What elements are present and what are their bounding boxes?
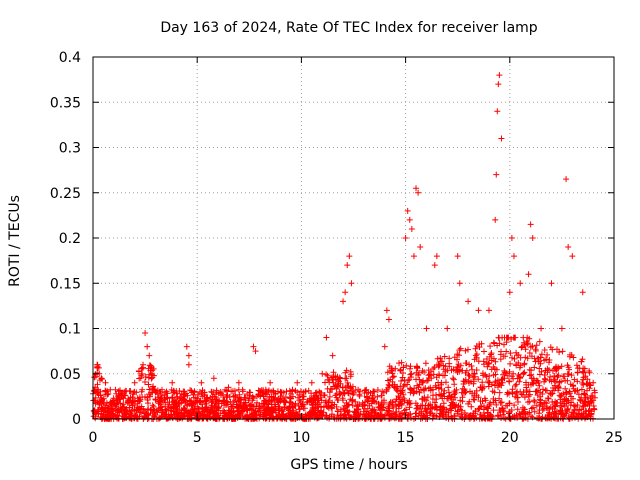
data-point [538, 325, 545, 332]
data-point [146, 352, 153, 359]
data-point [517, 280, 524, 287]
data-point [410, 253, 417, 260]
data-point [140, 361, 147, 368]
data-point [348, 280, 355, 287]
x-tick-label: 25 [605, 430, 623, 446]
y-tick-label: 0.05 [50, 367, 81, 383]
data-point [131, 379, 138, 386]
data-point [444, 325, 451, 332]
data-point [98, 375, 105, 382]
data-point [277, 388, 284, 395]
data-point [558, 325, 565, 332]
dense-data-cloud [90, 334, 598, 422]
x-tick-label: 0 [89, 430, 98, 446]
y-tick-label: 0.35 [50, 95, 81, 111]
data-point [579, 289, 586, 296]
data-point [235, 379, 242, 386]
noise-markers [90, 334, 598, 422]
data-point [485, 307, 492, 314]
data-point [252, 348, 259, 355]
y-tick-label: 0.15 [50, 276, 81, 292]
data-point [569, 253, 576, 260]
data-point [456, 280, 463, 287]
data-point [121, 388, 128, 395]
data-point [498, 135, 505, 142]
data-point [342, 289, 349, 296]
chart-title: Day 163 of 2024, Rate Of TEC Index for r… [160, 20, 537, 36]
data-point [475, 307, 482, 314]
data-point [492, 216, 499, 223]
data-point [494, 108, 501, 115]
data-point [493, 171, 500, 178]
data-point [381, 343, 388, 350]
data-point [319, 370, 326, 377]
x-tick-label: 15 [397, 430, 415, 446]
x-axis-label: GPS time / hours [290, 457, 407, 473]
data-point [185, 352, 192, 359]
data-point [525, 271, 532, 278]
x-tick-label: 20 [501, 430, 519, 446]
data-point [383, 307, 390, 314]
data-point [344, 262, 351, 269]
data-point [210, 375, 217, 382]
x-tick-label: 5 [193, 430, 202, 446]
y-tick-label: 0.4 [59, 50, 81, 66]
data-point [102, 379, 109, 386]
data-point [433, 253, 440, 260]
data-point [294, 379, 301, 386]
data-point [529, 235, 536, 241]
data-point [329, 352, 336, 359]
data-point [340, 298, 347, 305]
data-point [402, 235, 409, 241]
data-point [185, 361, 192, 368]
data-point [565, 244, 572, 251]
data-point [156, 388, 163, 395]
data-point [346, 253, 353, 260]
data-points [94, 72, 597, 404]
axis-ticks: 0 5 10 15 20 25 0 0.05 0.1 0.15 0.2 0.25 0.3 0.35 0.4 [50, 50, 623, 446]
data-point [198, 379, 205, 386]
data-point [415, 189, 422, 196]
data-point [527, 221, 534, 228]
data-point [506, 289, 513, 296]
data-point [267, 379, 274, 386]
data-point [225, 384, 232, 391]
data-point [142, 330, 149, 337]
data-point [385, 316, 392, 323]
data-point [590, 379, 597, 386]
data-point [371, 388, 378, 395]
data-point [169, 379, 176, 386]
data-point [408, 225, 415, 232]
data-point [465, 298, 472, 305]
y-tick-label: 0.1 [59, 322, 81, 338]
data-point [406, 216, 413, 223]
data-point [423, 325, 430, 332]
data-point [563, 176, 570, 183]
data-point [323, 334, 330, 341]
data-point [548, 280, 555, 287]
y-tick-label: 0.25 [50, 186, 81, 202]
data-point [508, 235, 515, 241]
y-tick-label: 0.2 [59, 231, 81, 247]
data-point [417, 244, 424, 251]
x-tick-label: 10 [292, 430, 310, 446]
y-tick-label: 0.3 [59, 141, 81, 157]
grid-lines [93, 57, 614, 419]
data-point [94, 361, 101, 368]
data-point [510, 253, 517, 260]
data-point [308, 379, 315, 386]
y-axis-label: ROTI / TECUs [7, 195, 23, 287]
data-point [413, 185, 420, 192]
data-point [144, 343, 151, 350]
data-point [454, 253, 461, 260]
data-point [496, 72, 503, 79]
data-point [110, 397, 117, 404]
data-point [431, 262, 438, 269]
y-tick-label: 0 [72, 412, 81, 428]
data-point [250, 343, 257, 350]
data-point [495, 81, 502, 88]
data-point [404, 207, 411, 214]
data-point [183, 343, 190, 350]
